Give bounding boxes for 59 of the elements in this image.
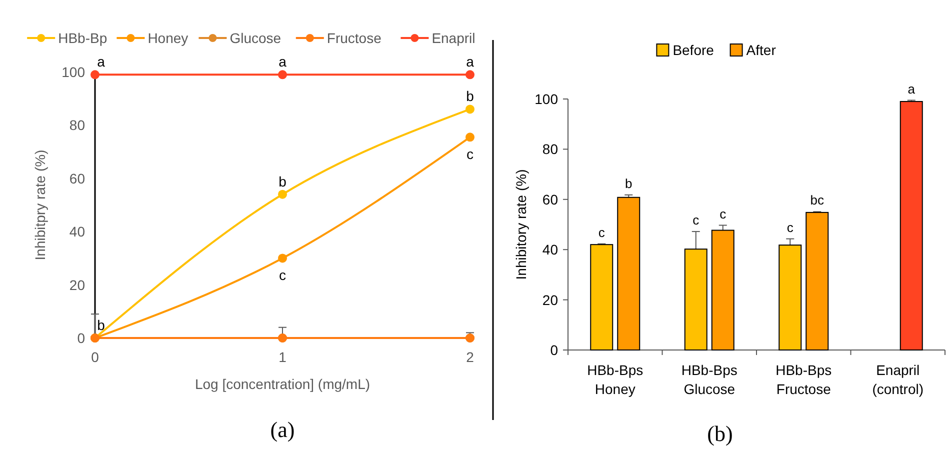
point [466, 70, 474, 80]
y-tick-label: 80 [69, 117, 86, 134]
annotation: bc [810, 192, 824, 208]
bar [711, 230, 734, 350]
point [278, 254, 287, 263]
x-tick-label: Enapril (control) [872, 362, 924, 397]
legend-label: Honey [148, 30, 188, 46]
annotation: a [97, 54, 106, 70]
y-tick-label: 100 [534, 91, 558, 107]
x-tick-label: 0 [91, 349, 100, 365]
bar [778, 244, 802, 350]
annotation: c [692, 212, 700, 228]
y-tick-label: 100 [62, 64, 86, 80]
y-tick-label: 0 [77, 330, 86, 346]
y-axis-title: Inhibitory rate (%) [513, 169, 529, 280]
annotation: b [466, 88, 474, 104]
y-tick-label: 20 [542, 292, 558, 308]
point [278, 70, 287, 80]
annotation: b [97, 317, 106, 333]
bar [900, 101, 923, 350]
bar [617, 196, 640, 350]
bar [590, 244, 614, 350]
text: (b) [707, 421, 733, 446]
annotation: a [278, 54, 287, 70]
legend-label: Glucose [230, 30, 282, 46]
legend-label: After [746, 42, 776, 58]
y-tick-label: 80 [542, 141, 558, 158]
bar [806, 212, 829, 350]
y-axis-title: Inhibitpry rate (%) [32, 150, 48, 260]
annotation: b [278, 173, 287, 190]
annotation: b [625, 176, 632, 191]
x-tick-label: HBb-Bps Honey [587, 362, 644, 397]
x-tick-label: 2 [466, 349, 474, 365]
x-axis-title: Log [concentration] (mg/mL) [194, 376, 370, 392]
annotation: c [466, 146, 474, 162]
text: (a) [270, 417, 295, 442]
y-tick-label: 60 [69, 170, 86, 186]
annotation: a [908, 81, 916, 96]
annotation: c [279, 267, 286, 284]
x-tick-label: 1 [278, 349, 287, 365]
y-tick-label: 40 [542, 242, 558, 258]
legend-label: Before [672, 42, 714, 58]
point [466, 132, 474, 142]
x-tick-label: HBb-Bps Glucose [681, 362, 738, 397]
annotation: a [466, 54, 474, 70]
y-tick-label: 20 [69, 276, 86, 293]
bar [684, 248, 708, 350]
y-tick-label: 40 [69, 224, 86, 240]
annotation: c [720, 206, 727, 222]
annotation: c [786, 220, 794, 235]
x-tick-label: HBb-Bps Fructose [776, 362, 832, 397]
legend-label: HBb-Bp [58, 30, 108, 46]
y-tick-label: 60 [542, 191, 558, 208]
legend-label: Enapril [432, 30, 476, 46]
legend-label: Fructose [326, 30, 382, 46]
point [278, 190, 287, 199]
point [466, 104, 474, 114]
annotation: c [598, 224, 606, 240]
point [90, 70, 100, 80]
